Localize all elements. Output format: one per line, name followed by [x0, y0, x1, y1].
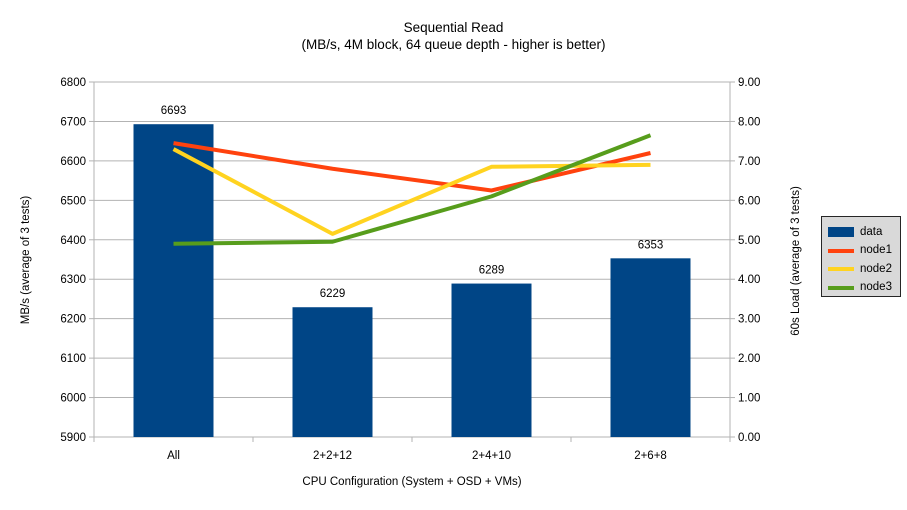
bar-data-label: 6289: [479, 265, 505, 277]
y-right-tick-label: 1.00: [738, 393, 760, 405]
y-left-tick-label: 6600: [60, 156, 86, 168]
legend-node1-swatch: [828, 248, 854, 253]
legend-label: node3: [860, 281, 892, 293]
y-left-tick-label: 5900: [60, 432, 86, 444]
y-right-tick-label: 0.00: [738, 432, 760, 444]
x-category-label: 2+6+8: [634, 450, 667, 462]
y-right-tick-label: 6.00: [738, 195, 760, 207]
bar-2+6+8: [610, 258, 691, 437]
legend: data node1 node2 node3: [821, 216, 901, 297]
legend-label: node1: [860, 244, 892, 256]
y-left-tick-label: 6700: [60, 116, 86, 128]
y-left-tick-label: 6200: [60, 314, 86, 326]
bar-2+4+10: [451, 283, 532, 437]
x-axis-title: CPU Configuration (System + OSD + VMs): [302, 476, 522, 488]
line-node1: [173, 141, 651, 193]
bar-data-label: 6353: [638, 239, 664, 251]
y-right-tick-label: 2.00: [738, 353, 760, 365]
y-left-tick-label: 6500: [60, 195, 86, 207]
y-right-tick-label: 7.00: [738, 156, 760, 168]
bar-data-label: 6693: [161, 105, 187, 117]
legend-label: node2: [860, 262, 892, 275]
y-axis-left-title: MB/s (average of 3 tests): [20, 195, 32, 325]
y-axis-right-title: 60s Load (average of 3 tests): [790, 186, 802, 336]
y-right-tick-label: 5.00: [738, 235, 760, 247]
legend-label: data: [860, 225, 883, 238]
x-category-label: 2+4+10: [472, 450, 511, 462]
legend-node2-swatch: [828, 267, 854, 272]
chart-title: Sequential Read: [403, 20, 504, 35]
x-category-label: 2+2+12: [313, 450, 352, 462]
y-right-tick-label: 9.00: [738, 77, 760, 89]
legend-node3-swatch: [828, 285, 854, 290]
bar-2+2+12: [292, 307, 373, 437]
legend-entry-data: data: [822, 223, 900, 242]
legend-data-swatch: [828, 227, 854, 238]
legend-entry-node2: node2: [822, 260, 900, 279]
y-left-tick-label: 6800: [60, 77, 86, 89]
line-node3: [173, 133, 652, 246]
y-left-tick-label: 6100: [60, 353, 86, 365]
y-right-tick-label: 3.00: [738, 314, 760, 326]
bar-All: [133, 124, 214, 437]
legend-entry-node3: node3: [822, 279, 900, 298]
y-right-tick-label: 8.00: [738, 116, 760, 128]
bar-data-label: 6229: [320, 288, 346, 300]
y-left-tick-label: 6000: [60, 393, 86, 405]
x-category-label: All: [167, 450, 180, 462]
chart-subtitle: (MB/s, 4M block, 64 queue depth - higher…: [301, 37, 606, 52]
legend-entry-node1: node1: [822, 242, 900, 261]
y-left-tick-label: 6400: [60, 235, 86, 247]
y-left-tick-label: 6300: [60, 274, 86, 286]
y-right-tick-label: 4.00: [738, 274, 760, 286]
